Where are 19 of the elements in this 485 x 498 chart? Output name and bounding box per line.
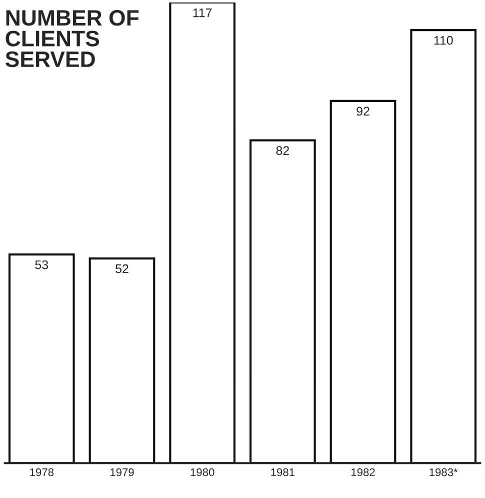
data-label: 92 — [356, 106, 370, 116]
bar — [8, 253, 75, 464]
data-label: 52 — [116, 264, 128, 274]
text: NUMBER OF CLIENTS SERVED — [5, 10, 139, 68]
x-tick-label: 1978 — [30, 468, 54, 476]
bar — [249, 139, 316, 464]
x-tick-label: 1981 — [271, 468, 294, 476]
bar — [88, 257, 156, 464]
data-label: 82 — [276, 146, 289, 156]
data-label: 117 — [193, 8, 212, 18]
data-label: 53 — [35, 260, 48, 270]
x-tick-label: 1980 — [190, 468, 214, 476]
bar — [169, 2, 236, 464]
bar — [330, 100, 396, 464]
bar — [410, 29, 477, 464]
x-tick-label: 1982 — [352, 468, 375, 476]
x-tick-label: 1979 — [110, 468, 134, 476]
x-tick-label: 1983* — [430, 468, 458, 476]
data-label: 110 — [434, 36, 453, 45]
